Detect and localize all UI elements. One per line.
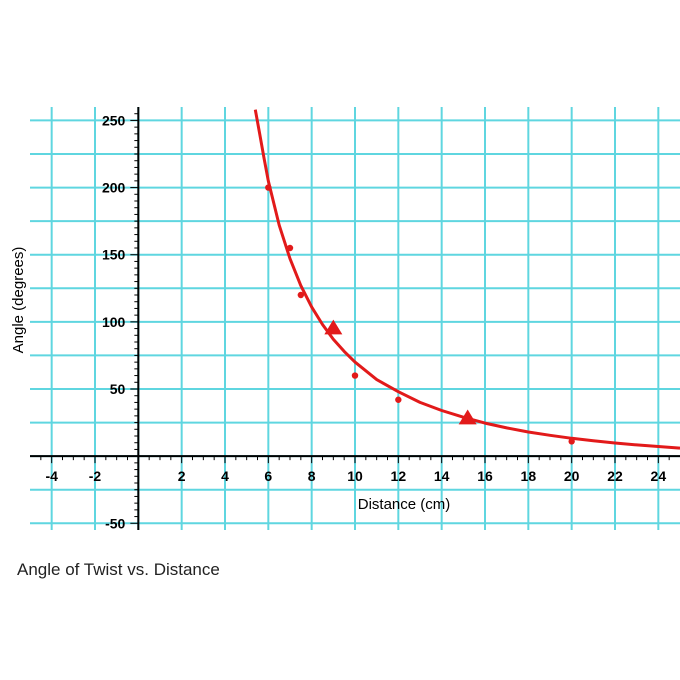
data-point (351, 372, 359, 379)
x-tick-label: 6 (264, 468, 272, 484)
x-tick-label: 14 (434, 468, 450, 484)
x-tick-label: 24 (651, 468, 667, 484)
data-point (265, 184, 272, 191)
grid (30, 107, 680, 530)
tick-labels: -4 -2 2 4 6 8 10 12 14 16 18 20 22 24-505010015020025… (45, 112, 666, 531)
y-tick-label: -50 (105, 515, 125, 531)
x-axis-label: Distance (cm) (358, 496, 451, 513)
x-tick-label: -4 (45, 468, 58, 484)
x-tick-label: 12 (391, 468, 407, 484)
x-tick-label: 20 (564, 468, 580, 484)
data-point (297, 291, 305, 299)
x-tick-label: 22 (607, 468, 623, 484)
data-point (395, 396, 402, 403)
data-point-triangle (458, 409, 477, 425)
ticks (40, 113, 670, 524)
data-point (286, 244, 294, 252)
data-point-triangle (324, 319, 343, 335)
chart-caption: Angle of Twist vs. Distance (17, 560, 220, 579)
x-tick-label: 4 (221, 468, 229, 484)
y-axis-label: Angle (degrees) (10, 247, 27, 354)
x-tick-label: 2 (178, 468, 186, 484)
fit-curve (253, 109, 680, 450)
x-tick-label: 10 (347, 468, 363, 484)
x-tick-label: 8 (308, 468, 316, 484)
y-tick-label: 200 (102, 180, 126, 196)
fit-curve-line (253, 109, 680, 450)
y-tick-label: 150 (102, 247, 126, 263)
x-tick-label: 18 (521, 468, 537, 484)
y-tick-label: 50 (110, 381, 126, 397)
x-tick-label: -2 (89, 468, 102, 484)
data-point (568, 438, 575, 445)
y-tick-label: 250 (102, 112, 126, 128)
data-points (265, 184, 575, 445)
x-tick-label: 16 (477, 468, 493, 484)
y-tick-label: 100 (102, 314, 126, 330)
